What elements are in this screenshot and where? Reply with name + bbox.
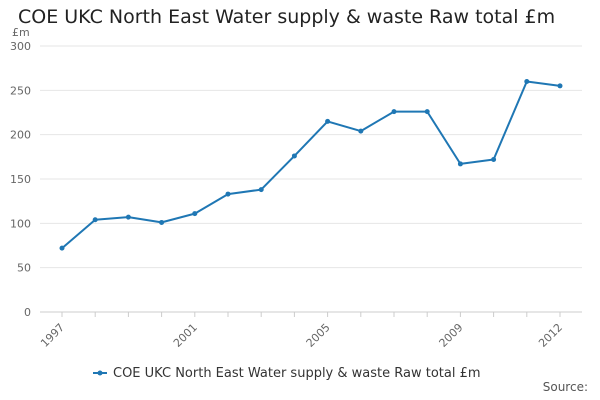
series-line <box>61 80 561 249</box>
data-point[interactable] <box>391 109 397 115</box>
source-label: Source: <box>542 380 588 394</box>
y-tick-label: 150 <box>10 173 31 186</box>
y-tick-label: 200 <box>10 129 31 142</box>
x-tick-label: 2005 <box>304 321 333 350</box>
legend[interactable]: COE UKC North East Water supply & waste … <box>93 366 481 381</box>
y-tick-label: 0 <box>24 306 31 319</box>
data-point[interactable] <box>258 187 264 193</box>
x-tick-label: 2012 <box>536 321 565 350</box>
y-tick-label: 100 <box>10 217 31 230</box>
chart-title: COE UKC North East Water supply & waste … <box>18 6 556 28</box>
data-point[interactable] <box>358 128 364 134</box>
data-point[interactable] <box>192 211 198 217</box>
data-point[interactable] <box>524 78 530 84</box>
x-tick-label: 2001 <box>171 321 200 350</box>
y-axis-label: £m <box>12 26 30 39</box>
data-point[interactable] <box>159 219 165 225</box>
y-tick-label: 50 <box>17 262 31 275</box>
y-tick-label: 300 <box>10 40 31 53</box>
data-point[interactable] <box>457 161 463 167</box>
series-layer <box>59 78 563 251</box>
data-point[interactable] <box>325 118 331 124</box>
legend-label: COE UKC North East Water supply & waste … <box>113 366 481 381</box>
legend-point-marker <box>97 370 103 376</box>
data-point[interactable] <box>291 153 297 159</box>
y-tick-label: 250 <box>10 84 31 97</box>
x-tick-label: 1997 <box>38 321 67 350</box>
gridlines <box>40 45 582 313</box>
data-point[interactable] <box>557 83 563 89</box>
data-point[interactable] <box>491 156 497 162</box>
data-point[interactable] <box>225 191 231 197</box>
axes: £m 0 50 100 150 200 250 300 1997 2001 2005 2009 201… <box>10 26 565 350</box>
x-tick-label: 2009 <box>437 321 466 350</box>
data-point[interactable] <box>424 109 430 115</box>
data-point[interactable] <box>125 214 131 220</box>
data-point[interactable] <box>59 245 65 251</box>
data-point[interactable] <box>92 217 98 223</box>
